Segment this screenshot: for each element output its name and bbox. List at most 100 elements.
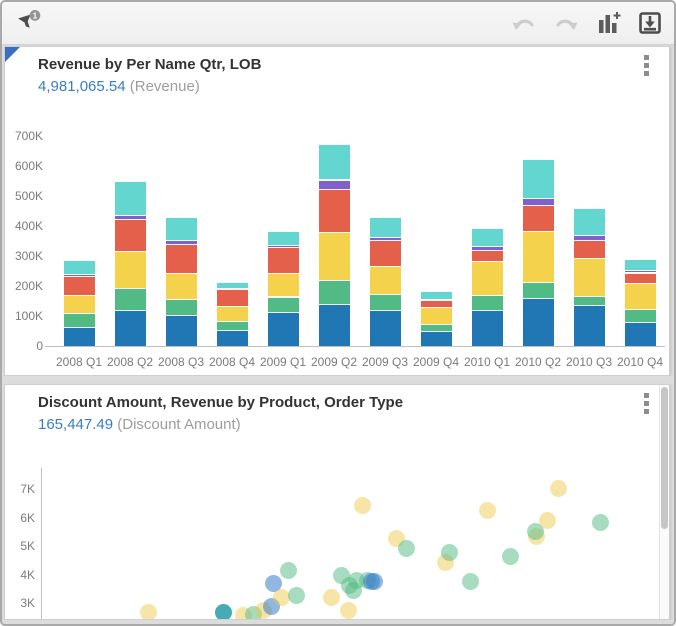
scatter-point[interactable] — [273, 589, 291, 607]
add-chart-button[interactable] — [594, 10, 622, 36]
scatter-point[interactable] — [245, 605, 263, 619]
panel-menu-button[interactable] — [639, 391, 653, 423]
bar-segment-lob-cyan[interactable] — [573, 208, 605, 235]
scatter-point[interactable] — [397, 539, 415, 557]
scatter-point[interactable] — [478, 501, 496, 519]
scatter-point[interactable] — [215, 603, 233, 619]
bar-segment-lob-cyan[interactable] — [216, 281, 248, 288]
bar-segment-lob-purple[interactable] — [63, 274, 95, 276]
scatter-point[interactable] — [550, 479, 568, 497]
bar-segment-lob-purple[interactable] — [471, 246, 503, 250]
bar-segment-lob-red[interactable] — [522, 205, 554, 231]
scrollbar-thumb[interactable] — [661, 387, 668, 529]
bar-segment-lob-yellow[interactable] — [420, 307, 452, 324]
panel-revenue-by-qtr-lob[interactable]: Revenue by Per Name Qtr, LOB 4,981,065.5… — [4, 46, 670, 376]
bar-segment-lob-purple[interactable] — [216, 287, 248, 289]
bar-segment-lob-red[interactable] — [624, 272, 656, 283]
bar-segment-lob-green[interactable] — [114, 288, 146, 310]
bar-segment-lob-blue[interactable] — [369, 310, 401, 346]
bar-segment-lob-blue[interactable] — [216, 329, 248, 346]
bar-segment-lob-yellow[interactable] — [471, 260, 503, 295]
bar-segment-lob-red[interactable] — [420, 299, 452, 307]
scatter-point[interactable] — [354, 497, 372, 515]
bar-segment-lob-yellow[interactable] — [216, 305, 248, 321]
bar-segment-lob-green[interactable] — [63, 313, 95, 327]
bar-segment-lob-blue[interactable] — [573, 304, 605, 346]
bar-segment-lob-cyan[interactable] — [471, 227, 503, 247]
scatter-point[interactable] — [280, 561, 298, 579]
bar-segment-lob-cyan[interactable] — [522, 158, 554, 198]
scatter-point[interactable] — [526, 523, 544, 541]
export-button[interactable] — [636, 10, 664, 36]
bar-segment-lob-blue[interactable] — [63, 326, 95, 346]
bar-segment-lob-blue[interactable] — [267, 312, 299, 346]
bar-segment-lob-cyan[interactable] — [420, 290, 452, 299]
bar-segment-lob-red[interactable] — [573, 239, 605, 258]
bar-segment-lob-red[interactable] — [216, 289, 248, 306]
bar-segment-lob-green[interactable] — [216, 320, 248, 330]
bar-segment-lob-purple[interactable] — [420, 298, 452, 300]
bar-segment-lob-cyan[interactable] — [267, 230, 299, 245]
bar-segment-lob-purple[interactable] — [318, 179, 350, 189]
bar-segment-lob-green[interactable] — [165, 298, 197, 316]
scatter-point[interactable] — [462, 572, 480, 590]
scatter-point[interactable] — [323, 588, 341, 606]
bar-segment-lob-purple[interactable] — [369, 236, 401, 240]
scatter-point[interactable] — [262, 597, 280, 615]
scrollbar-track[interactable] — [659, 385, 669, 619]
bar-segment-lob-yellow[interactable] — [624, 283, 656, 309]
bar-segment-lob-cyan[interactable] — [114, 181, 146, 215]
bar-segment-lob-purple[interactable] — [165, 239, 197, 244]
bar-segment-lob-yellow[interactable] — [522, 230, 554, 282]
scatter-point[interactable] — [366, 572, 384, 590]
redo-button[interactable] — [552, 10, 580, 36]
bar-segment-lob-blue[interactable] — [318, 304, 350, 346]
bar-segment-lob-green[interactable] — [624, 308, 656, 322]
bar-segment-lob-green[interactable] — [369, 294, 401, 310]
bar-segment-lob-red[interactable] — [267, 247, 299, 274]
scatter-point[interactable] — [288, 587, 306, 605]
bar-segment-lob-yellow[interactable] — [318, 232, 350, 280]
bar-segment-lob-yellow[interactable] — [267, 273, 299, 297]
bar-segment-lob-blue[interactable] — [114, 310, 146, 346]
bar-segment-lob-cyan[interactable] — [624, 259, 656, 271]
bar-segment-lob-blue[interactable] — [420, 331, 452, 346]
scatter-point[interactable] — [140, 603, 158, 619]
scatter-point[interactable] — [591, 513, 609, 531]
bar-segment-lob-red[interactable] — [471, 250, 503, 261]
bar-segment-lob-yellow[interactable] — [63, 295, 95, 313]
undo-button[interactable] — [510, 10, 538, 36]
scatter-point[interactable] — [538, 511, 556, 529]
scatter-point[interactable] — [265, 575, 283, 593]
bar-segment-lob-cyan[interactable] — [63, 259, 95, 274]
panel-discount-revenue-scatter[interactable]: Discount Amount, Revenue by Product, Ord… — [4, 384, 670, 620]
bar-segment-lob-green[interactable] — [318, 280, 350, 304]
bar-segment-lob-purple[interactable] — [624, 270, 656, 273]
bar-segment-lob-cyan[interactable] — [369, 217, 401, 237]
bar-segment-lob-blue[interactable] — [522, 298, 554, 346]
bar-segment-lob-purple[interactable] — [522, 197, 554, 205]
bar-segment-lob-purple[interactable] — [573, 234, 605, 240]
bar-segment-lob-red[interactable] — [165, 244, 197, 274]
bar-segment-lob-yellow[interactable] — [114, 250, 146, 289]
bar-segment-lob-blue[interactable] — [165, 315, 197, 346]
bar-segment-lob-purple[interactable] — [114, 214, 146, 220]
bar-segment-lob-red[interactable] — [63, 275, 95, 295]
bar-segment-lob-green[interactable] — [267, 296, 299, 313]
bar-segment-lob-cyan[interactable] — [318, 144, 350, 180]
filter-button[interactable]: 1 — [16, 9, 44, 35]
scatter-point[interactable] — [502, 547, 520, 565]
bar-segment-lob-yellow[interactable] — [165, 273, 197, 299]
bar-segment-lob-red[interactable] — [318, 188, 350, 232]
bar-segment-lob-yellow[interactable] — [573, 257, 605, 296]
bar-segment-lob-red[interactable] — [369, 239, 401, 266]
bar-segment-lob-yellow[interactable] — [369, 265, 401, 295]
scatter-point[interactable] — [339, 602, 357, 619]
bar-segment-lob-green[interactable] — [522, 281, 554, 298]
bar-segment-lob-blue[interactable] — [471, 310, 503, 346]
bar-segment-lob-green[interactable] — [420, 323, 452, 331]
bar-segment-lob-green[interactable] — [471, 295, 503, 310]
scatter-point[interactable] — [440, 543, 458, 561]
bar-segment-lob-green[interactable] — [573, 295, 605, 305]
bar-segment-lob-purple[interactable] — [267, 244, 299, 247]
